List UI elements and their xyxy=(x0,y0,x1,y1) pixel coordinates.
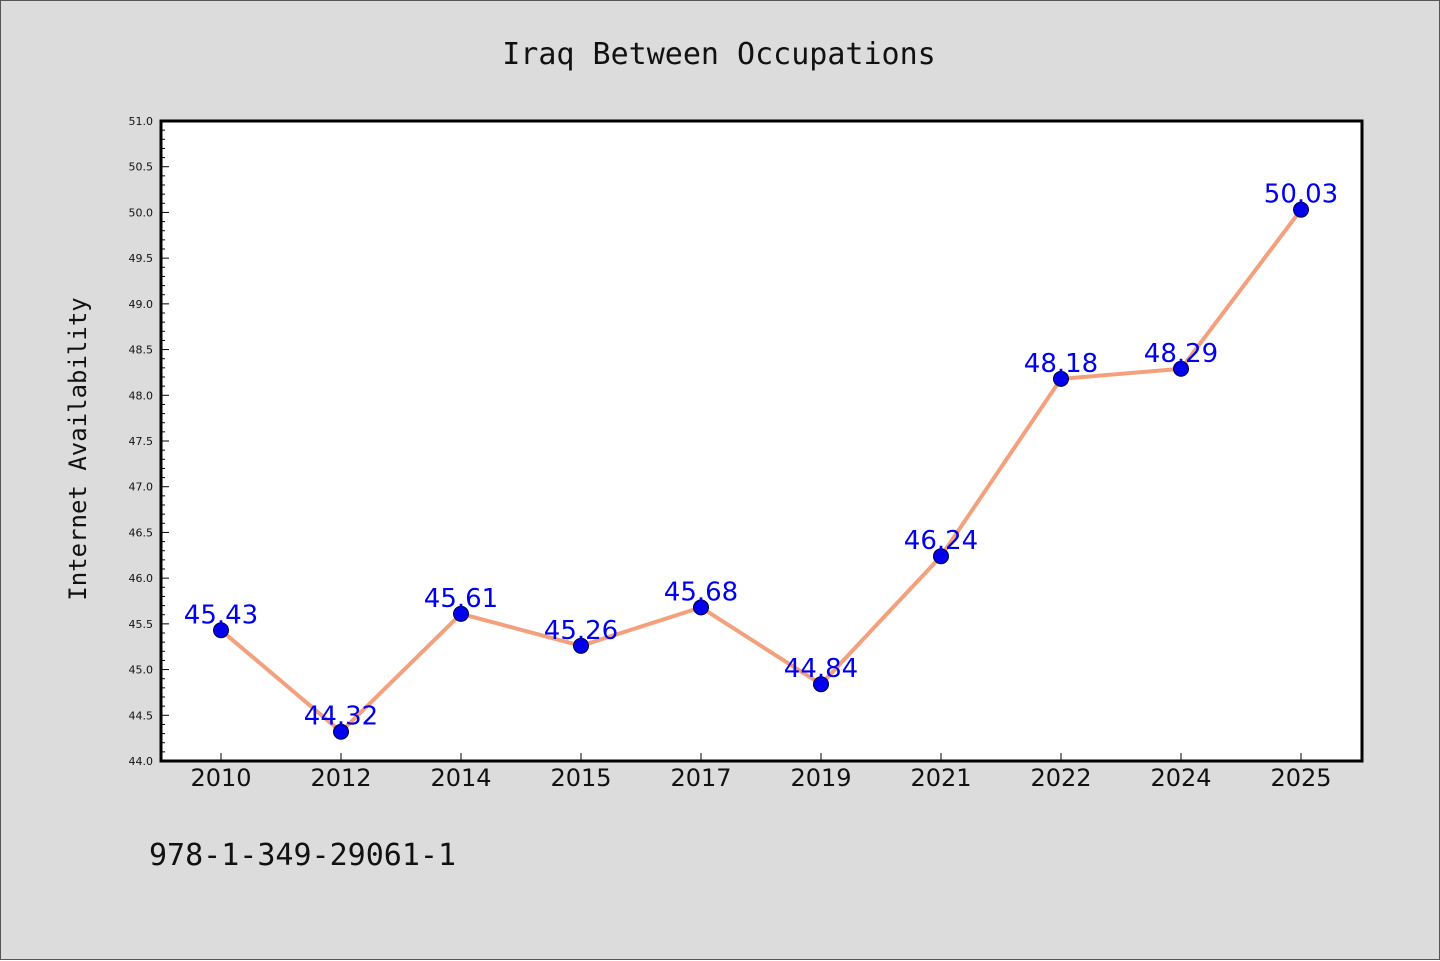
data-point xyxy=(333,723,349,740)
x-tick-label: 2012 xyxy=(310,764,371,792)
x-tick-label: 2010 xyxy=(190,764,251,792)
x-tick-label: 2014 xyxy=(430,764,491,792)
data-label: 45.26 xyxy=(544,616,618,646)
y-tick-label: 49.5 xyxy=(129,252,154,265)
y-tick-label: 44.0 xyxy=(129,755,154,768)
data-point xyxy=(693,599,709,616)
x-tick-label: 2015 xyxy=(550,764,611,792)
data-label: 46.24 xyxy=(904,526,978,556)
x-tick-label: 2021 xyxy=(910,764,971,792)
y-tick-label: 50.5 xyxy=(129,161,154,174)
x-tick-label: 2024 xyxy=(1150,764,1211,792)
data-point xyxy=(933,548,949,565)
y-axis-label: Internet Availability xyxy=(64,297,92,600)
plot-frame xyxy=(159,119,1364,763)
data-label: 48.18 xyxy=(1024,349,1098,379)
data-label: 50.03 xyxy=(1264,180,1338,210)
chart-title: Iraq Between Occupations xyxy=(502,37,935,72)
data-point xyxy=(1293,201,1309,218)
y-tick-label: 46.0 xyxy=(129,572,154,585)
data-point xyxy=(453,605,469,622)
series-line xyxy=(219,207,1303,734)
data-label: 44.84 xyxy=(784,654,858,684)
x-tick-label: 2019 xyxy=(790,764,851,792)
data-point xyxy=(213,622,229,639)
data-label: 45.68 xyxy=(664,577,738,607)
y-tick-label: 47.0 xyxy=(129,481,154,494)
y-tick-label: 49.0 xyxy=(129,298,154,311)
y-tick-label: 45.0 xyxy=(129,664,154,677)
y-tick-label: 47.5 xyxy=(129,435,154,448)
x-tick-label: 2022 xyxy=(1030,764,1091,792)
x-tick-label: 2017 xyxy=(670,764,731,792)
data-label: 45.43 xyxy=(184,600,258,630)
y-tick-label: 46.5 xyxy=(129,526,154,539)
y-tick-label: 44.5 xyxy=(129,709,154,722)
y-tick-label: 48.5 xyxy=(129,344,154,357)
plot-area xyxy=(161,121,1362,761)
x-axis: 2010 2012 2014 2015 2017 2019 2021 2022 2024 2025 xyxy=(190,753,1332,792)
series-group: 45.43 44.32 45.61 45.26 45.68 44.84 46.24 48.18… xyxy=(184,180,1338,740)
y-tick-label: 50.0 xyxy=(129,206,154,219)
footnote-isbn: 978-1-349-29061-1 xyxy=(149,838,456,873)
data-label: 44.32 xyxy=(304,702,378,732)
data-label: 48.29 xyxy=(1144,339,1218,369)
y-tick-label: 51.0 xyxy=(129,115,154,128)
data-point xyxy=(1053,370,1069,387)
y-tick-label: 48.0 xyxy=(129,389,154,402)
data-label: 45.61 xyxy=(424,584,498,614)
y-tick-label: 45.5 xyxy=(129,618,154,631)
data-point xyxy=(1173,360,1189,377)
data-point xyxy=(813,676,829,693)
x-tick-label: 2025 xyxy=(1270,764,1331,792)
data-point xyxy=(573,637,589,654)
